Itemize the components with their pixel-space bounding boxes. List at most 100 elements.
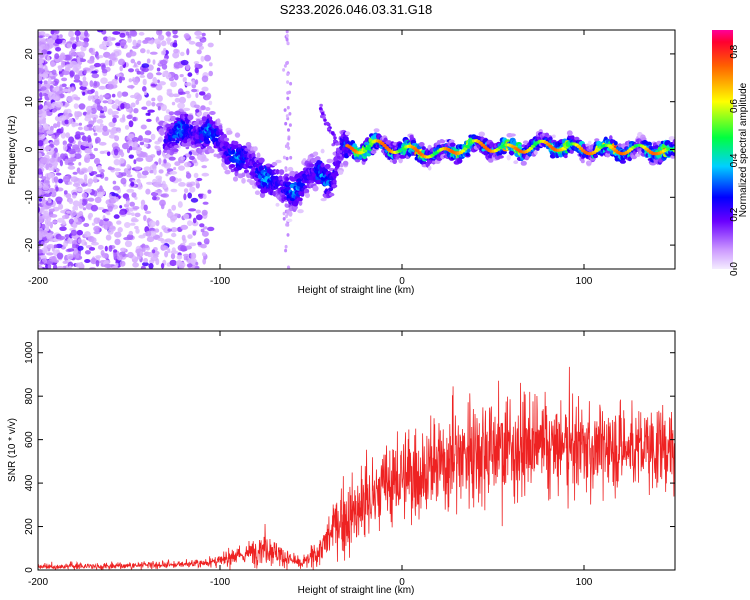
spectrogram-cell — [166, 168, 174, 172]
spectrogram-cell — [196, 49, 202, 55]
spectrogram-cell — [144, 244, 149, 249]
spectrogram-cell — [190, 197, 199, 203]
spectrogram-cell — [76, 56, 81, 64]
spectrogram-cell — [224, 169, 231, 175]
spectrogram-cell — [169, 170, 178, 175]
spectrogram-cell — [282, 68, 286, 72]
spectrogram-cell — [288, 211, 293, 217]
spectrogram-cell — [38, 228, 44, 232]
spectrogram-cell — [120, 172, 127, 177]
spectrogram-cell — [158, 81, 166, 86]
spectrogram-cell — [254, 190, 261, 195]
spectrogram-cell — [149, 51, 158, 55]
spectrogram-cell — [167, 228, 172, 232]
spectrogram-cell — [54, 30, 60, 34]
spectrogram-cell — [78, 178, 85, 185]
spectrogram-cell — [319, 103, 323, 107]
spectrogram-cell — [134, 166, 142, 171]
spectrogram-cell — [82, 207, 87, 211]
spectrogram-cell — [47, 264, 51, 269]
spectrogram-cell — [184, 82, 192, 87]
spectrogram-cell — [168, 111, 175, 116]
spectrogram-cell — [98, 141, 107, 146]
spectrogram-cell — [285, 30, 289, 34]
spectrogram-cell — [58, 203, 64, 210]
spectrogram-cell — [38, 126, 45, 133]
spectrogram-cell — [144, 37, 152, 41]
spectrogram-cell — [183, 193, 187, 201]
spectrogram-cell — [42, 184, 49, 191]
spectrogram-cell — [66, 253, 74, 260]
spectrogram-cell — [38, 82, 42, 89]
spectrogram-cell — [48, 198, 52, 204]
spectrogram-cell — [68, 181, 73, 185]
spectrogram-cell — [107, 167, 116, 171]
spectrogram-cell — [39, 261, 44, 265]
spectrogram-cell — [200, 228, 205, 233]
spectrogram-cell — [208, 148, 215, 154]
spectrogram-cell — [208, 100, 213, 106]
spectrogram-cell — [286, 60, 289, 65]
spectrogram-cell — [275, 159, 282, 164]
colorbar-tick-label: 0.6 — [729, 99, 740, 113]
spectrogram-cell — [49, 150, 54, 155]
spectrogram-cell — [323, 118, 327, 122]
spectrogram-cell — [191, 83, 197, 89]
spec-ytick-label: 0 — [24, 146, 35, 152]
spectrogram-cell — [50, 61, 56, 68]
spectrogram-cell — [48, 208, 55, 213]
spectrogram-cell — [478, 131, 486, 137]
spectrogram-cell — [103, 223, 110, 230]
spectrogram-cell — [181, 120, 186, 125]
spectrogram-cell — [146, 181, 154, 185]
spectrogram-cell — [62, 70, 70, 76]
spectrogram-cell — [183, 188, 189, 194]
spectrogram-cells — [38, 30, 675, 269]
spectrogram-cell — [231, 149, 236, 155]
spectrogram-cell — [56, 200, 62, 205]
spectrogram-cell — [172, 30, 178, 35]
spectrogram-cell — [102, 94, 110, 98]
spectrogram-cell — [38, 173, 42, 178]
spectrogram-cell — [140, 48, 146, 54]
spectrogram-cell — [287, 265, 290, 269]
spectrogram-cell — [201, 75, 209, 83]
spectrogram-cell — [182, 78, 187, 83]
spectrogram-cell — [285, 34, 289, 38]
spectrogram-cell — [64, 158, 69, 165]
spectrogram-cell — [617, 143, 623, 148]
spectrogram-cell — [399, 154, 406, 159]
spectrogram-cell — [285, 144, 289, 148]
spectrogram-cell — [337, 170, 344, 175]
spectrogram-cell — [38, 235, 43, 241]
spectrogram-cell — [594, 138, 600, 142]
spectrogram-cell — [100, 77, 108, 84]
spectrogram-cell — [152, 195, 157, 201]
spectrogram-cell — [64, 214, 69, 219]
spectrogram-cell — [298, 197, 303, 202]
spectrogram-cell — [126, 164, 131, 169]
spectrogram-cell — [66, 43, 72, 48]
spectrogram-cell — [194, 30, 203, 36]
spectrogram-cell — [135, 228, 140, 234]
spectrogram-cell — [61, 77, 68, 82]
colorbar-tick-label: 0.0 — [729, 262, 740, 276]
spectrogram-cell — [42, 45, 49, 51]
spectrogram-cell — [288, 123, 292, 127]
spectrogram-cell — [154, 79, 158, 85]
spectrogram-cell — [72, 243, 77, 249]
spectrogram-cell — [88, 247, 96, 251]
spectrogram-cell — [102, 105, 108, 113]
spectrogram-cell — [39, 53, 45, 58]
spectrogram-cell — [132, 116, 137, 122]
spectrogram-cell — [124, 222, 131, 228]
spectrogram-cell — [198, 91, 206, 96]
spectrogram-cell — [241, 172, 246, 177]
colorbar: 0.0 0.2 0.4 0.6 0.8 Normalized spectral ampl… — [712, 30, 749, 276]
spectrogram-cell — [125, 31, 130, 36]
spectrogram-cell — [187, 234, 193, 240]
spectrogram-cell — [189, 186, 196, 193]
spectrogram-cell — [64, 109, 68, 113]
spectrogram-cell — [121, 91, 129, 97]
spectrogram-cell — [47, 77, 52, 84]
